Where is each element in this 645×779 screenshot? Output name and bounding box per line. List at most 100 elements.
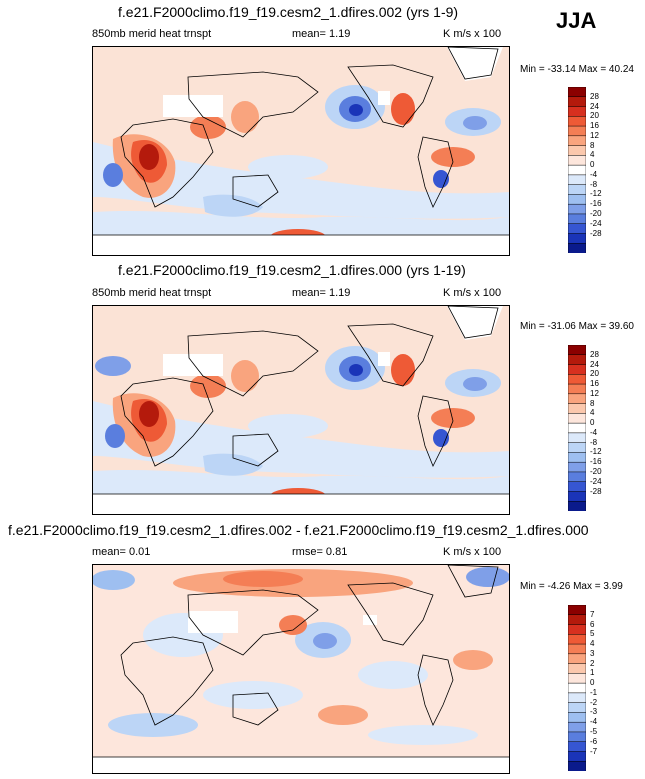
colorbar-tick-label: 16 (590, 379, 599, 389)
colorbar-tick-label: -4 (590, 427, 598, 437)
colorbar-tick-label: 6 (590, 619, 595, 629)
colorbar-swatch (568, 731, 586, 743)
panel1-title: f.e21.F2000climo.f19_f19.cesm2_1.dfires.… (118, 4, 459, 20)
colorbar-swatch (568, 213, 586, 225)
colorbar-swatch (568, 491, 586, 502)
panel3-mean-label: mean= 0.01 (92, 546, 151, 558)
colorbar-tick-label: -1 (590, 687, 598, 697)
colorbar-swatch (568, 702, 586, 713)
colorbar-swatch (568, 87, 586, 98)
colorbar-tick-label: 24 (590, 101, 599, 111)
colorbar-tick-label: -24 (590, 476, 602, 486)
colorbar-swatch (568, 422, 586, 434)
colorbar-swatch (568, 116, 586, 127)
colorbar-tick-label: -12 (590, 189, 602, 199)
colorbar-tick-label: -3 (590, 707, 598, 717)
colorbar-swatch (568, 692, 586, 704)
panel1-units-label: K m/s x 100 (443, 28, 502, 40)
colorbar-tick-label: 28 (590, 349, 599, 359)
colorbar-tick-label: -2 (590, 697, 598, 707)
colorbar-tick-label: -20 (590, 208, 602, 218)
colorbar-swatch (568, 643, 586, 655)
colorbar-tick-label: 24 (590, 359, 599, 369)
panel2-title: f.e21.F2000climo.f19_f19.cesm2_1.dfires.… (118, 262, 466, 278)
panel3-title: f.e21.F2000climo.f19_f19.cesm2_1.dfires.… (8, 522, 589, 538)
colorbar-tick-label: 16 (590, 121, 599, 131)
colorbar-tick-label: 5 (590, 629, 595, 639)
colorbar-swatch (568, 624, 586, 635)
colorbar-swatch (568, 653, 586, 665)
colorbar-swatch (568, 364, 586, 375)
colorbar-swatch (568, 712, 586, 723)
colorbar-tick-label: -8 (590, 437, 598, 447)
colorbar-swatch (568, 673, 586, 684)
colorbar-swatch (568, 203, 586, 215)
colorbar-swatch (568, 174, 586, 186)
colorbar-tick-label: 12 (590, 388, 599, 398)
colorbar-tick-label: 12 (590, 130, 599, 140)
colorbar-tick-label: -20 (590, 466, 602, 476)
colorbar-swatch (568, 461, 586, 473)
panel1-mean-label: mean= 1.19 (292, 28, 351, 40)
colorbar-tick-label: 0 (590, 418, 595, 428)
colorbar-swatch (568, 403, 586, 414)
panel3-minmax-label: Min = -4.26 Max = 3.99 (520, 581, 623, 592)
colorbar-swatch (568, 634, 586, 645)
panel1-map-field (93, 47, 509, 255)
colorbar-swatch (568, 471, 586, 483)
colorbar-swatch (568, 393, 586, 405)
colorbar-swatch (568, 682, 586, 694)
colorbar-swatch (568, 383, 586, 395)
colorbar-swatch (568, 96, 586, 108)
colorbar-swatch (568, 663, 586, 674)
colorbar-swatch (568, 345, 586, 356)
colorbar-swatch (568, 481, 586, 493)
colorbar-tick-label: 7 (590, 609, 595, 619)
colorbar-swatch (568, 135, 586, 147)
panel1-variable-label: 850mb merid heat trnspt (92, 28, 212, 40)
colorbar-swatch (568, 145, 586, 156)
panel3-units-label: K m/s x 100 (443, 546, 502, 558)
colorbar-swatch (568, 242, 586, 253)
colorbar-tick-label: -28 (590, 228, 602, 238)
colorbar-swatch (568, 223, 586, 235)
colorbar-swatch (568, 500, 586, 511)
colorbar-tick-label: -24 (590, 218, 602, 228)
panel2-variable-label: 850mb merid heat trnspt (92, 287, 212, 299)
colorbar-tick-label: 8 (590, 140, 595, 150)
panel2-map (92, 305, 510, 515)
colorbar-swatch (568, 155, 586, 166)
colorbar-swatches (568, 87, 586, 253)
colorbar-tick-label: 20 (590, 369, 599, 379)
panel1-map (92, 46, 510, 256)
colorbar-swatch (568, 106, 586, 117)
colorbar-tick-label: -5 (590, 726, 598, 736)
colorbar-swatch (568, 605, 586, 616)
colorbar-tick-label: -4 (590, 169, 598, 179)
panel3-rmse-label: rmse= 0.81 (292, 546, 348, 558)
colorbar-tick-label: -28 (590, 486, 602, 496)
colorbar-tick-label: -8 (590, 179, 598, 189)
colorbar-tick-label: 3 (590, 648, 595, 658)
colorbar-tick-label: -4 (590, 717, 598, 727)
colorbar-tick-label: -12 (590, 447, 602, 457)
colorbar-swatches (568, 605, 586, 771)
colorbar-tick-label: 0 (590, 160, 595, 170)
colorbar-swatch (568, 354, 586, 366)
colorbar-tick-label: -7 (590, 746, 598, 756)
panel2-map-field (93, 306, 509, 514)
panel3-colorbar: 7 6 5 4 3 2 1 0 -1 -2 -3 -4 -5 -6 -7 (568, 605, 597, 771)
colorbar-swatch (568, 760, 586, 771)
colorbar-swatch (568, 125, 586, 137)
colorbar-tick-label: -16 (590, 457, 602, 467)
colorbar-swatch (568, 442, 586, 453)
colorbar-tick-label: 28 (590, 91, 599, 101)
colorbar-tick-label: 0 (590, 678, 595, 688)
colorbar-tick-label: 8 (590, 398, 595, 408)
colorbar-swatch (568, 614, 586, 626)
colorbar-swatch (568, 194, 586, 205)
panel1-colorbar: 28 24 20 16 12 8 4 0 -4 -8 -12 -16 -20 -24 -28 (568, 87, 602, 253)
panel2-mean-label: mean= 1.19 (292, 287, 351, 299)
colorbar-swatch (568, 413, 586, 424)
colorbar-swatch (568, 741, 586, 753)
